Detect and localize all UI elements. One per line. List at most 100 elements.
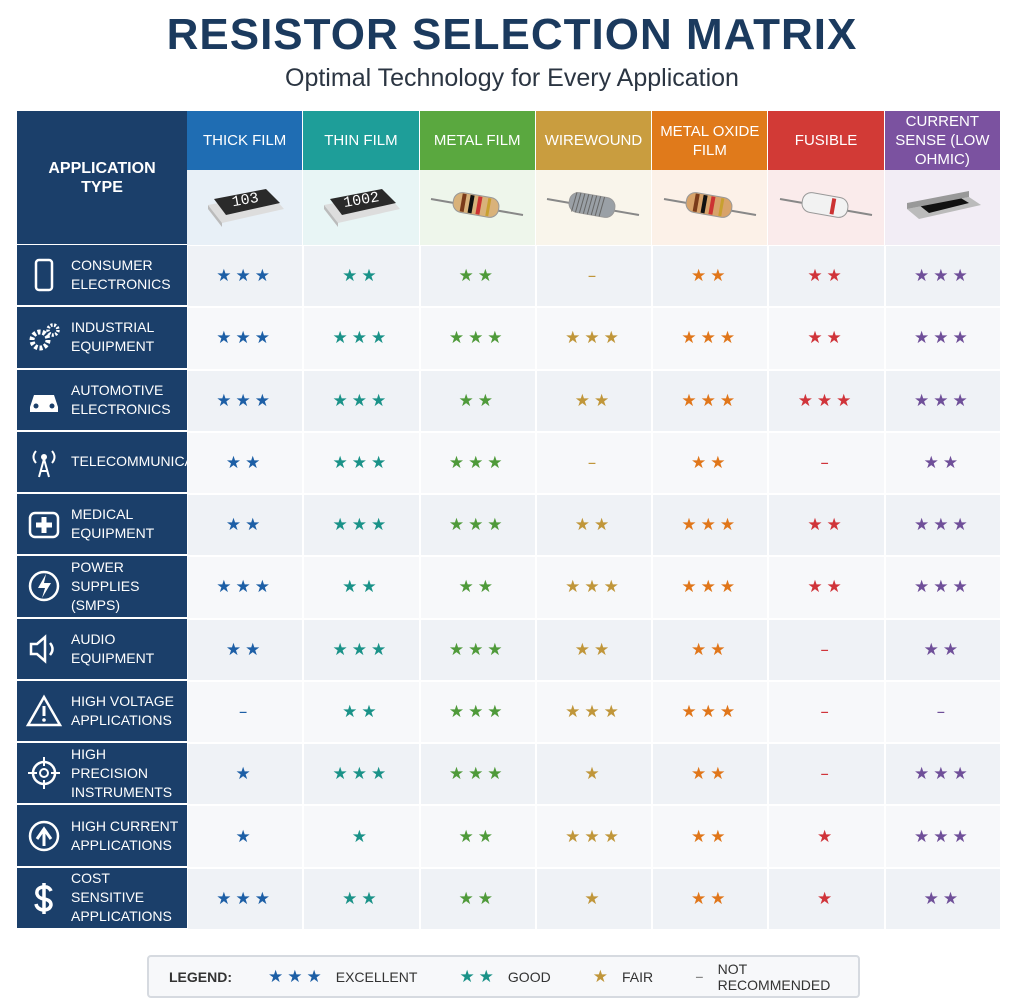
rating-cell: ★★ <box>303 556 420 619</box>
rating-cell: ★★★ <box>768 369 885 432</box>
column-header: FUSIBLE <box>768 111 885 170</box>
row-label: AUDIO EQUIPMENT <box>71 630 155 666</box>
row-header: CONSUMER ELECTRONICS <box>17 245 187 308</box>
component-drawing: 103 <box>200 175 290 240</box>
row-header: HIGH CURRENT APPLICATIONS <box>17 805 187 868</box>
row-label: CONSUMER ELECTRONICS <box>71 257 171 293</box>
legend-symbol: ★★ <box>459 966 498 987</box>
rating-cell: ★★ <box>419 556 536 619</box>
rating-cell: ★★★ <box>652 307 769 370</box>
column-header: METAL OXIDE FILM <box>652 111 769 170</box>
column-header: WIREWOUND <box>535 111 653 170</box>
rating-cell: ★★★ <box>884 805 1001 868</box>
rating-cell: ★★★ <box>419 680 536 744</box>
rating-cell: ★★★ <box>187 245 304 308</box>
rating-cell: ★★ <box>768 245 885 308</box>
column-header: THICK FILM <box>187 111 304 170</box>
rating-cell: ★★★ <box>652 369 769 432</box>
rating-cell: ★★★ <box>884 743 1001 806</box>
rating-cell: ★★ <box>187 431 304 495</box>
rating-cell: ★★ <box>535 494 653 557</box>
legend: LEGEND: ★★★ EXCELLENT ★★ GOOD ★ FAIR – NOT RECOM… <box>147 955 860 998</box>
row-icon <box>17 318 71 356</box>
column-header: THIN FILM <box>303 111 420 170</box>
corner-header: APPLICATION TYPE <box>17 111 187 244</box>
rating-cell: ★★★ <box>419 618 536 681</box>
component-drawing <box>543 175 643 240</box>
row-label: POWER SUPPLIES (SMPS) <box>71 558 140 613</box>
rating-cell: – <box>768 743 885 806</box>
component-drawing <box>897 175 987 240</box>
rating-cell: ★★★ <box>652 680 769 744</box>
rating-cell: ★★ <box>652 245 769 308</box>
component-image <box>419 170 536 245</box>
subtitle: Optimal Technology for Every Application <box>285 64 739 92</box>
column-header: METAL FILM <box>419 111 536 170</box>
legend-symbol: – <box>695 966 708 987</box>
component-image <box>884 170 1001 245</box>
rating-cell: ★★★ <box>535 556 653 619</box>
rating-cell: ★ <box>535 867 653 930</box>
component-drawing <box>427 175 527 240</box>
rating-cell: – <box>535 245 653 308</box>
rating-cell: ★★ <box>187 618 304 681</box>
rating-cell: ★ <box>535 743 653 806</box>
row-header: HIGH PRECISION INSTRUMENTS <box>17 743 187 806</box>
rating-cell: ★★ <box>419 245 536 308</box>
rating-cell: – <box>535 431 653 495</box>
rating-cell: ★★ <box>187 494 304 557</box>
rating-cell: ★★ <box>535 369 653 432</box>
row-icon <box>17 256 71 294</box>
legend-label: FAIR <box>621 968 654 985</box>
rating-cell: – <box>884 680 1001 744</box>
component-drawing <box>776 175 876 240</box>
rating-cell: ★★★ <box>652 494 769 557</box>
column-header: CURRENT SENSE (LOW OHMIC) <box>884 111 1001 170</box>
rating-cell: ★ <box>187 743 304 806</box>
row-header: MEDICAL EQUIPMENT <box>17 494 187 557</box>
rating-cell: ★★★ <box>884 369 1001 432</box>
rating-cell: ★★★ <box>419 743 536 806</box>
row-label: MEDICAL EQUIPMENT <box>71 506 155 542</box>
row-icon <box>17 754 71 792</box>
rating-cell: ★★★ <box>884 307 1001 370</box>
rating-cell: ★ <box>187 805 304 868</box>
component-image: 1002 <box>303 170 420 245</box>
row-header: TELECOMMUNICATIONS <box>17 431 236 495</box>
row-label: INDUSTRIAL EQUIPMENT <box>71 319 155 355</box>
row-label: AUTOMOTIVE ELECTRONICS <box>71 381 171 417</box>
row-label: HIGH VOLTAGE APPLICATIONS <box>71 693 174 729</box>
rating-cell: ★★ <box>303 680 420 744</box>
row-label: HIGH PRECISION INSTRUMENTS <box>71 745 173 800</box>
rating-cell: ★ <box>303 805 420 868</box>
rating-cell: ★ <box>768 805 885 868</box>
row-header: HIGH VOLTAGE APPLICATIONS <box>17 680 187 744</box>
rating-cell: ★★★ <box>187 556 304 619</box>
rating-cell: ★★ <box>652 743 769 806</box>
row-header: AUDIO EQUIPMENT <box>17 618 187 681</box>
rating-cell: – <box>768 618 885 681</box>
rating-cell: ★★ <box>884 618 1001 681</box>
component-image <box>768 170 885 245</box>
row-icon <box>17 692 71 730</box>
rating-cell: ★★★ <box>652 556 769 619</box>
rating-cell: ★★ <box>419 805 536 868</box>
rating-cell: ★ <box>768 867 885 930</box>
legend-symbol: ★★★ <box>268 966 326 987</box>
rating-cell: ★★ <box>535 618 653 681</box>
rating-cell: ★★ <box>884 867 1001 930</box>
rating-cell: – <box>768 680 885 744</box>
rating-cell: ★★★ <box>535 680 653 744</box>
rating-cell: ★★★ <box>303 743 420 806</box>
legend-title: LEGEND: <box>169 968 232 985</box>
row-label: COST SENSITIVE APPLICATIONS <box>71 870 172 925</box>
rating-cell: ★★ <box>652 867 769 930</box>
rating-cell: ★★★ <box>303 431 420 495</box>
title: RESISTOR SELECTION MATRIX <box>166 10 858 59</box>
rating-cell: ★★★ <box>187 307 304 370</box>
rating-cell: ★★★ <box>303 369 420 432</box>
rating-cell: – <box>768 431 885 495</box>
rating-cell: ★★★ <box>884 245 1001 308</box>
component-image <box>535 170 653 245</box>
